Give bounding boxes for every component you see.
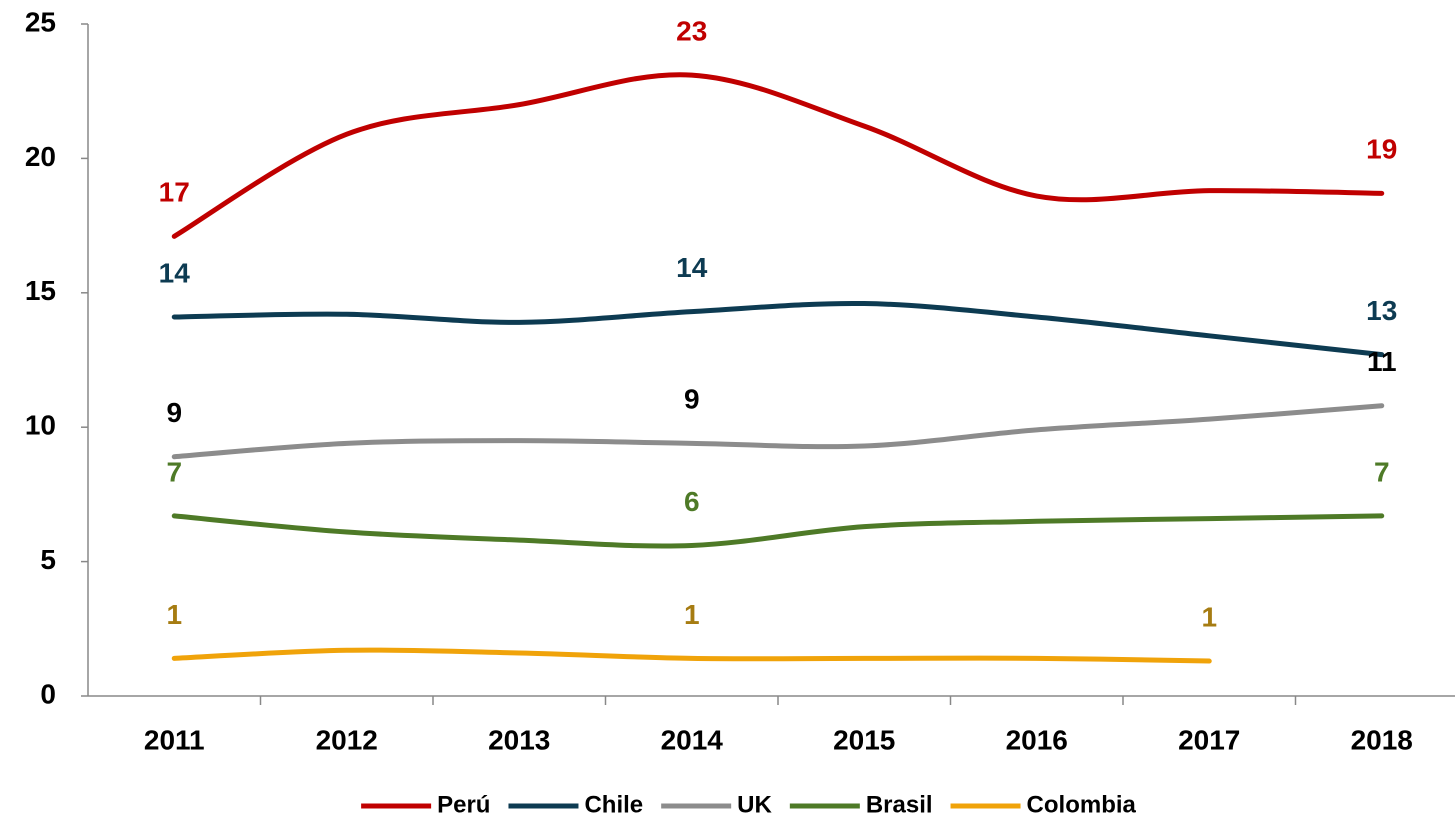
data-label: 23 xyxy=(676,15,707,46)
data-label: 19 xyxy=(1366,134,1397,165)
x-tick-label: 2017 xyxy=(1178,724,1240,755)
y-tick-label: 10 xyxy=(25,410,56,441)
data-label: 7 xyxy=(1374,456,1390,487)
data-label: 6 xyxy=(684,486,700,517)
series-line xyxy=(171,403,1385,460)
data-label: 1 xyxy=(1201,601,1217,632)
data-label: 1 xyxy=(684,599,700,630)
x-tick-label: 2013 xyxy=(488,724,550,755)
legend-label: Perú xyxy=(437,791,490,818)
data-label: 13 xyxy=(1366,295,1397,326)
x-tick-label: 2016 xyxy=(1006,724,1068,755)
y-tick-label: 5 xyxy=(40,544,56,575)
data-label: 14 xyxy=(676,252,708,283)
data-label: 11 xyxy=(1367,346,1397,377)
legend-label: Brasil xyxy=(866,791,933,818)
series-line xyxy=(171,300,1385,358)
legend-label: UK xyxy=(737,791,772,818)
y-tick-label: 15 xyxy=(25,275,56,306)
x-tick-label: 2012 xyxy=(316,724,378,755)
data-label: 7 xyxy=(166,456,182,487)
data-label: 1 xyxy=(166,599,182,630)
data-label: 9 xyxy=(684,384,700,415)
legend-label: Colombia xyxy=(1027,791,1137,818)
x-tick-label: 2015 xyxy=(833,724,895,755)
x-tick-label: 2014 xyxy=(661,724,724,755)
series-line xyxy=(171,513,1385,549)
data-label: 17 xyxy=(159,177,190,208)
data-label: 14 xyxy=(159,257,191,288)
x-tick-label: 2011 xyxy=(144,724,205,755)
legend-label: Chile xyxy=(584,791,643,818)
data-label: 9 xyxy=(166,397,182,428)
series-line xyxy=(171,647,1212,664)
y-tick-label: 0 xyxy=(40,678,56,709)
x-tick-label: 2018 xyxy=(1351,724,1413,755)
y-tick-label: 20 xyxy=(25,141,56,172)
series-line xyxy=(171,72,1385,239)
y-tick-label: 25 xyxy=(25,6,56,37)
